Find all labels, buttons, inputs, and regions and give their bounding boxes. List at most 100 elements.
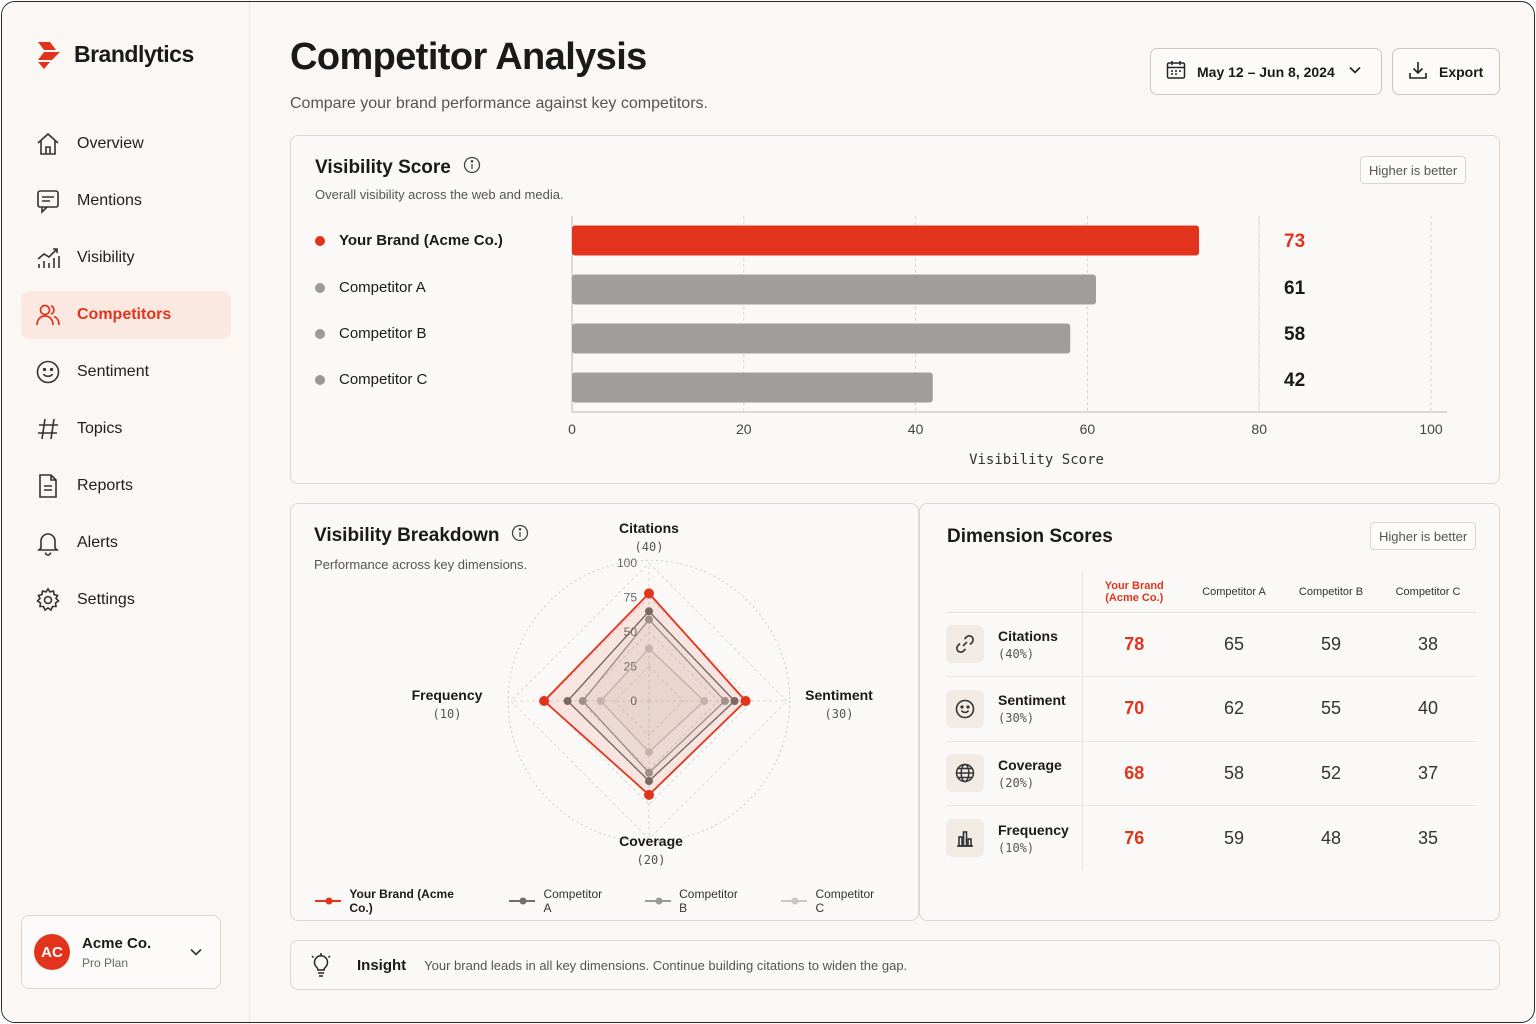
- dimension-weight: (20%): [998, 775, 1035, 790]
- score-competitor-c: 38: [1380, 612, 1476, 677]
- radar-point: [645, 644, 653, 653]
- legend-item-your-brand[interactable]: Your Brand (Acme Co.): [315, 887, 473, 915]
- score-competitor-a: 59: [1223, 827, 1245, 848]
- x-tick-label: 80: [1251, 421, 1267, 437]
- table-header-competitor-a: Competitor A: [1186, 572, 1282, 613]
- sidebar-item-overview[interactable]: Overview: [21, 120, 231, 168]
- sidebar: Brandlytics Overview Mentions Visibility: [2, 2, 250, 1022]
- bar-category: Competitor B: [339, 325, 427, 342]
- page-subtitle: Compare your brand performance against k…: [290, 95, 708, 112]
- score-your-brand: 76: [1124, 827, 1145, 848]
- sidebar-item-reports[interactable]: Reports: [21, 462, 231, 510]
- chevron-down-icon: [188, 944, 204, 965]
- score-competitor-b: 59: [1282, 612, 1380, 677]
- sidebar-item-sentiment[interactable]: Sentiment: [21, 348, 231, 396]
- radar-point: [730, 697, 739, 705]
- radar-point: [563, 697, 572, 705]
- sidebar-nav: Overview Mentions Visibility Competitors: [21, 120, 231, 633]
- app-name: Brandlytics: [74, 40, 194, 67]
- link-icon: [946, 625, 984, 664]
- page-title: Competitor Analysis: [290, 36, 647, 78]
- sidebar-item-topics[interactable]: Topics: [21, 405, 231, 453]
- dimension-name: Sentiment: [998, 692, 1066, 709]
- sidebar-item-label: Overview: [77, 135, 144, 152]
- globe-icon: [946, 754, 984, 793]
- info-icon[interactable]: [511, 524, 529, 548]
- radar-axis-weight: (30): [825, 707, 854, 721]
- legend-label: Your Brand (Acme Co.): [349, 887, 454, 915]
- x-tick-label: 60: [1080, 421, 1096, 437]
- info-icon[interactable]: [463, 156, 481, 180]
- sidebar-item-label: Sentiment: [77, 363, 150, 380]
- score-your-brand: 68: [1082, 741, 1186, 806]
- table-row: Coverage (20%) 68 58 52 37: [946, 741, 1476, 806]
- sidebar-item-alerts[interactable]: Alerts: [21, 519, 231, 567]
- score-competitor-b: 48: [1320, 827, 1342, 848]
- radar-point: [578, 697, 587, 705]
- legend-item-competitor-c[interactable]: Competitor C: [781, 887, 882, 915]
- sidebar-item-visibility[interactable]: Visibility: [21, 234, 231, 282]
- calendar-icon: [1165, 59, 1187, 84]
- radar-axis-label: Coverage: [619, 833, 683, 849]
- x-tick-label: 20: [736, 421, 752, 437]
- x-axis-label: Visibility Score: [969, 452, 1104, 468]
- sidebar-item-label: Reports: [77, 477, 134, 494]
- hash-icon: [35, 416, 61, 442]
- legend-label: Competitor A: [543, 887, 603, 915]
- card-title-row: Visibility Breakdown: [314, 524, 529, 548]
- bar-value-your-brand: 73: [1284, 231, 1306, 252]
- smile-icon: [946, 689, 984, 728]
- score-your-brand: 70: [1082, 676, 1186, 742]
- radar-axis-weight: (20): [637, 853, 666, 867]
- bar: [572, 225, 1200, 256]
- sidebar-item-mentions[interactable]: Mentions: [21, 177, 231, 225]
- users-icon: [35, 302, 61, 328]
- dimension-name: Frequency: [998, 821, 1069, 838]
- score-competitor-c: 37: [1380, 741, 1476, 806]
- radar-grid-ring: [579, 631, 719, 771]
- radar-point: [644, 789, 654, 800]
- bar-value-competitor-b: 58: [1284, 324, 1306, 345]
- message-icon: [35, 188, 61, 214]
- table-header-competitor-c: Competitor C: [1380, 572, 1476, 613]
- export-button[interactable]: Export: [1392, 48, 1500, 95]
- account-switcher[interactable]: AC Acme Co. Pro Plan: [21, 915, 221, 989]
- x-tick-label: 0: [568, 421, 576, 437]
- sidebar-item-settings[interactable]: Settings: [21, 576, 231, 624]
- date-range-picker[interactable]: May 12 – Jun 8, 2024: [1150, 48, 1382, 95]
- dimension-cell: Sentiment (30%): [946, 676, 1083, 742]
- visibility-radar-chart: 0255075100Citations(40)Sentiment(30)Cove…: [412, 520, 874, 867]
- bar-value-competitor-c: 42: [1284, 370, 1306, 391]
- dimension-scores-title: Dimension Scores: [947, 526, 1113, 547]
- legend-dot: [315, 282, 325, 293]
- score-competitor-a: 65: [1186, 612, 1282, 677]
- table-header-dimension: [946, 572, 1083, 613]
- logo[interactable]: Brandlytics: [34, 38, 194, 70]
- legend-dot: [315, 235, 325, 246]
- dimension-cell: Frequency (10%): [946, 805, 1083, 870]
- radar-axis-label: Frequency: [412, 687, 483, 703]
- bar-category: Your Brand (Acme Co.): [339, 232, 503, 249]
- bar-value-competitor-a: 61: [1284, 278, 1306, 299]
- trend-chart-icon: [35, 245, 61, 271]
- higher-is-better-tag: Higher is better: [1360, 156, 1467, 184]
- insight-label: Insight: [357, 956, 407, 974]
- table-row: Frequency (10%) 76 59 48 35: [946, 805, 1476, 870]
- dimension-scores-table: Your Brand (Acme Co.) Competitor A Compe…: [946, 572, 1476, 870]
- legend-item-competitor-b[interactable]: Competitor B: [644, 887, 745, 915]
- bar-label-competitor-a: Competitor A: [315, 279, 426, 296]
- visibility-bar-chart: 0 20 40 60 80 100 Visibility Score: [568, 216, 1447, 468]
- sidebar-item-competitors[interactable]: Competitors: [21, 291, 231, 339]
- score-competitor-a: 62: [1186, 676, 1282, 742]
- radar-point: [645, 607, 653, 616]
- sidebar-item-label: Competitors: [77, 306, 172, 323]
- dimension-cell: Coverage (20%): [946, 741, 1083, 806]
- radar-tick-label: 75: [624, 591, 638, 605]
- dimension-name: Citations: [998, 627, 1058, 644]
- insight-text: Your brand leads in all key dimensions. …: [424, 957, 908, 973]
- radar-grid-ring: [510, 562, 788, 840]
- legend-item-competitor-a[interactable]: Competitor A: [509, 887, 609, 915]
- radar-point: [700, 697, 709, 705]
- brand-logo-icon: [38, 42, 60, 69]
